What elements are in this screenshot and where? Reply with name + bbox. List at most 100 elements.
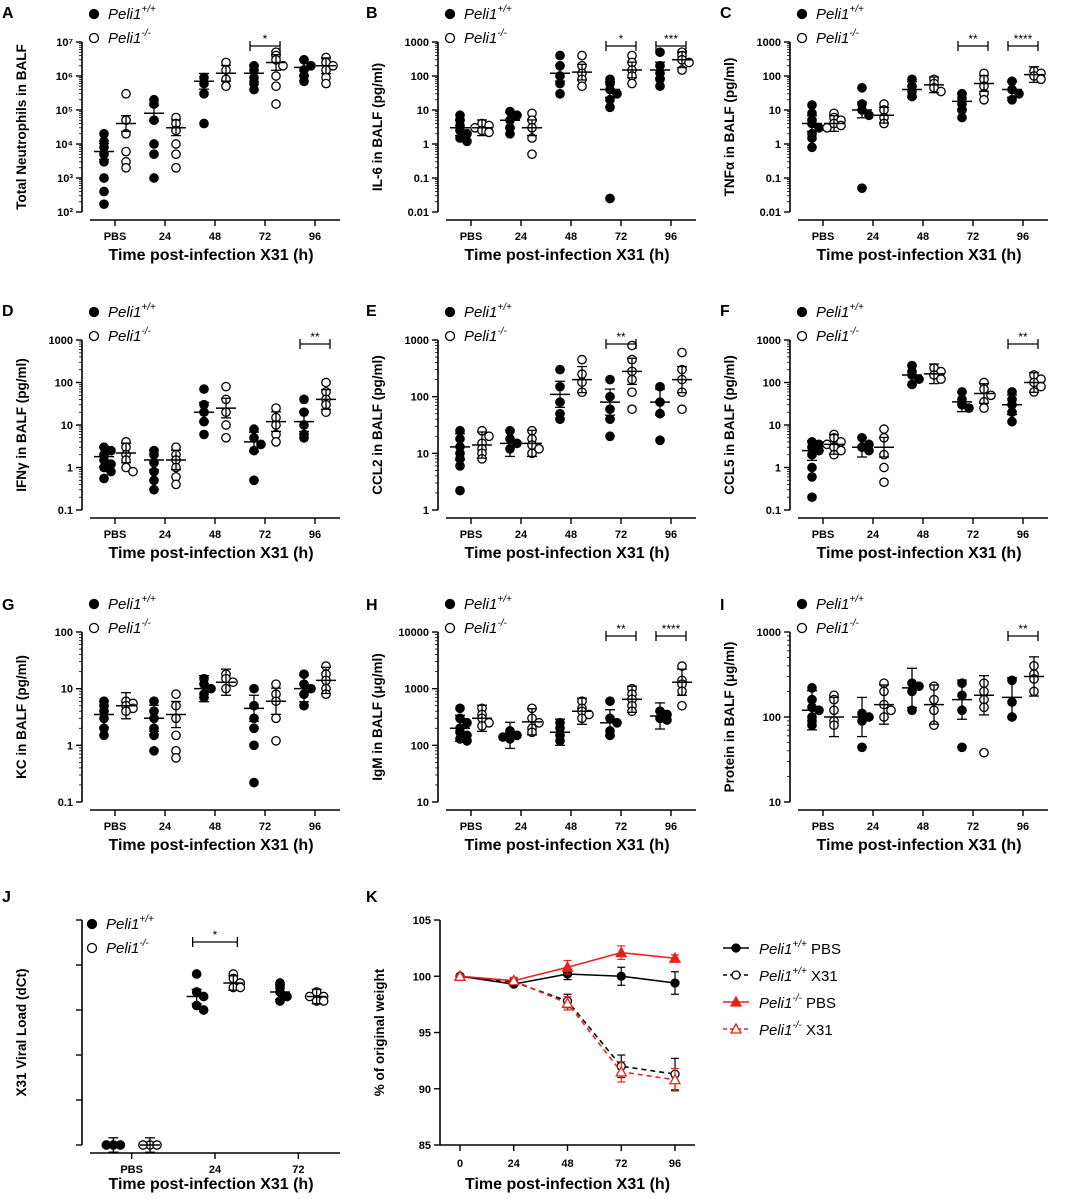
series-marker: [729, 1022, 743, 1034]
legend-label: Peli1-/-: [464, 618, 507, 637]
x-tick-label: PBS: [104, 821, 127, 833]
legend-label: Peli1-/-: [108, 618, 151, 637]
data-point: [979, 747, 989, 758]
x-tick-label: 72: [615, 1158, 627, 1170]
x-tick-label: 24: [508, 1158, 521, 1170]
y-tick-label: 100: [411, 71, 429, 83]
legend-marker: [86, 918, 98, 930]
x-axis-label: Time post-infection X31 (h): [464, 545, 669, 562]
legend-label-superscript: -/-: [141, 326, 151, 337]
data-point: [191, 969, 202, 979]
data-point: [836, 445, 846, 456]
data-point: [455, 461, 465, 471]
y-tick-label: 0.01: [408, 207, 429, 219]
y-tick-label: 10: [769, 420, 781, 432]
y-tick-label: 85: [419, 1140, 431, 1152]
data-point: [807, 142, 817, 153]
data-point: [171, 479, 181, 490]
legend-label: Peli1-/-: [464, 28, 507, 47]
y-tick-label: 10⁶: [56, 71, 73, 83]
legend-label: Peli1-/-: [464, 326, 507, 345]
significance-label: *: [263, 32, 268, 46]
x-tick-label: 96: [1017, 529, 1029, 541]
data-point: [807, 492, 817, 503]
x-axis-label: Time post-infection X31 (h): [108, 837, 313, 854]
legend-label-superscript: -/-: [141, 28, 151, 39]
panel-letter: B: [366, 5, 378, 22]
legend-label-superscript: -/-: [497, 28, 507, 39]
data-point: [505, 128, 515, 139]
legend-label-suffix: PBS: [802, 995, 836, 1012]
x-tick-label: 72: [292, 1164, 304, 1176]
data-point: [484, 431, 494, 442]
series-marker: [668, 1073, 682, 1085]
legend-label-superscript: -/-: [497, 326, 507, 337]
legend-label: Peli1-/-: [106, 938, 149, 957]
data-point: [249, 84, 259, 95]
legend-label-base: Peli1: [108, 6, 141, 23]
data-point: [655, 81, 665, 92]
legend-label-base: Peli1: [108, 620, 141, 637]
legend-label: Peli1+/+: [816, 4, 864, 23]
data-point: [677, 347, 687, 358]
legend-label-base: Peli1: [108, 596, 141, 613]
legend-label-base: Peli1: [816, 30, 849, 47]
x-tick-label: PBS: [460, 821, 483, 833]
y-tick-label: 10000: [398, 627, 429, 639]
data-point: [199, 118, 209, 129]
legend-marker: [88, 306, 100, 318]
data-point: [171, 689, 181, 700]
data-point: [299, 432, 309, 443]
legend-label-superscript: +/+: [792, 939, 807, 950]
legend-label-superscript: -/-: [139, 938, 149, 949]
legend-label-base: Peli1: [464, 304, 497, 321]
series-marker: [615, 946, 628, 958]
x-tick-label: 72: [259, 231, 271, 243]
y-axis-label: TNFα in BALF (pg/ml): [722, 58, 737, 197]
data-point: [271, 99, 281, 109]
data-point: [605, 414, 615, 425]
data-point: [857, 183, 867, 194]
legend-marker: [444, 330, 456, 342]
legend-marker: [88, 32, 100, 44]
x-tick-label: 48: [917, 529, 929, 541]
x-tick-label: PBS: [104, 529, 127, 541]
series-marker: [616, 971, 626, 981]
y-tick-label: 10²: [57, 207, 73, 219]
data-point: [221, 81, 231, 92]
data-point: [249, 723, 259, 734]
data-point: [271, 735, 281, 746]
legend-label-base: Peli1: [464, 620, 497, 637]
legend-marker: [796, 598, 808, 610]
legend-label-superscript: +/+: [141, 302, 156, 313]
legend-label-superscript: -/-: [849, 326, 859, 337]
data-point: [198, 1005, 209, 1015]
legend-label-superscript: -/-: [849, 618, 859, 629]
y-tick-label: 10⁷: [56, 37, 73, 49]
data-point: [577, 354, 587, 365]
legend-label-base: Peli1: [759, 1022, 792, 1039]
data-point: [171, 753, 181, 763]
y-axis-label: CCL5 in BALF (pg/ml): [722, 355, 737, 494]
x-tick-label: 24: [209, 1164, 222, 1176]
legend-label-base: Peli1: [816, 6, 849, 23]
data-point: [462, 717, 472, 728]
series-marker: [731, 970, 741, 980]
legend-label-superscript: +/+: [141, 4, 156, 15]
series-marker: [668, 951, 682, 963]
data-point: [271, 679, 281, 690]
legend-label: Peli1-/- PBS: [759, 993, 836, 1012]
legend-label-superscript: +/+: [497, 4, 512, 15]
panel-c: C TNFα in BALF (pg/ml) Time post-infection…: [720, 4, 1048, 264]
data-point: [555, 414, 565, 425]
x-tick-label: 24: [515, 821, 528, 833]
data-point: [879, 477, 889, 488]
legend-marker: [88, 598, 100, 610]
data-point: [605, 193, 615, 204]
x-tick-label: 72: [615, 529, 627, 541]
legend-label: Peli1+/+: [108, 594, 156, 613]
y-tick-label: 1000: [405, 37, 429, 49]
legend-marker: [88, 622, 100, 634]
data-point: [106, 445, 116, 456]
legend-marker: [444, 598, 456, 610]
